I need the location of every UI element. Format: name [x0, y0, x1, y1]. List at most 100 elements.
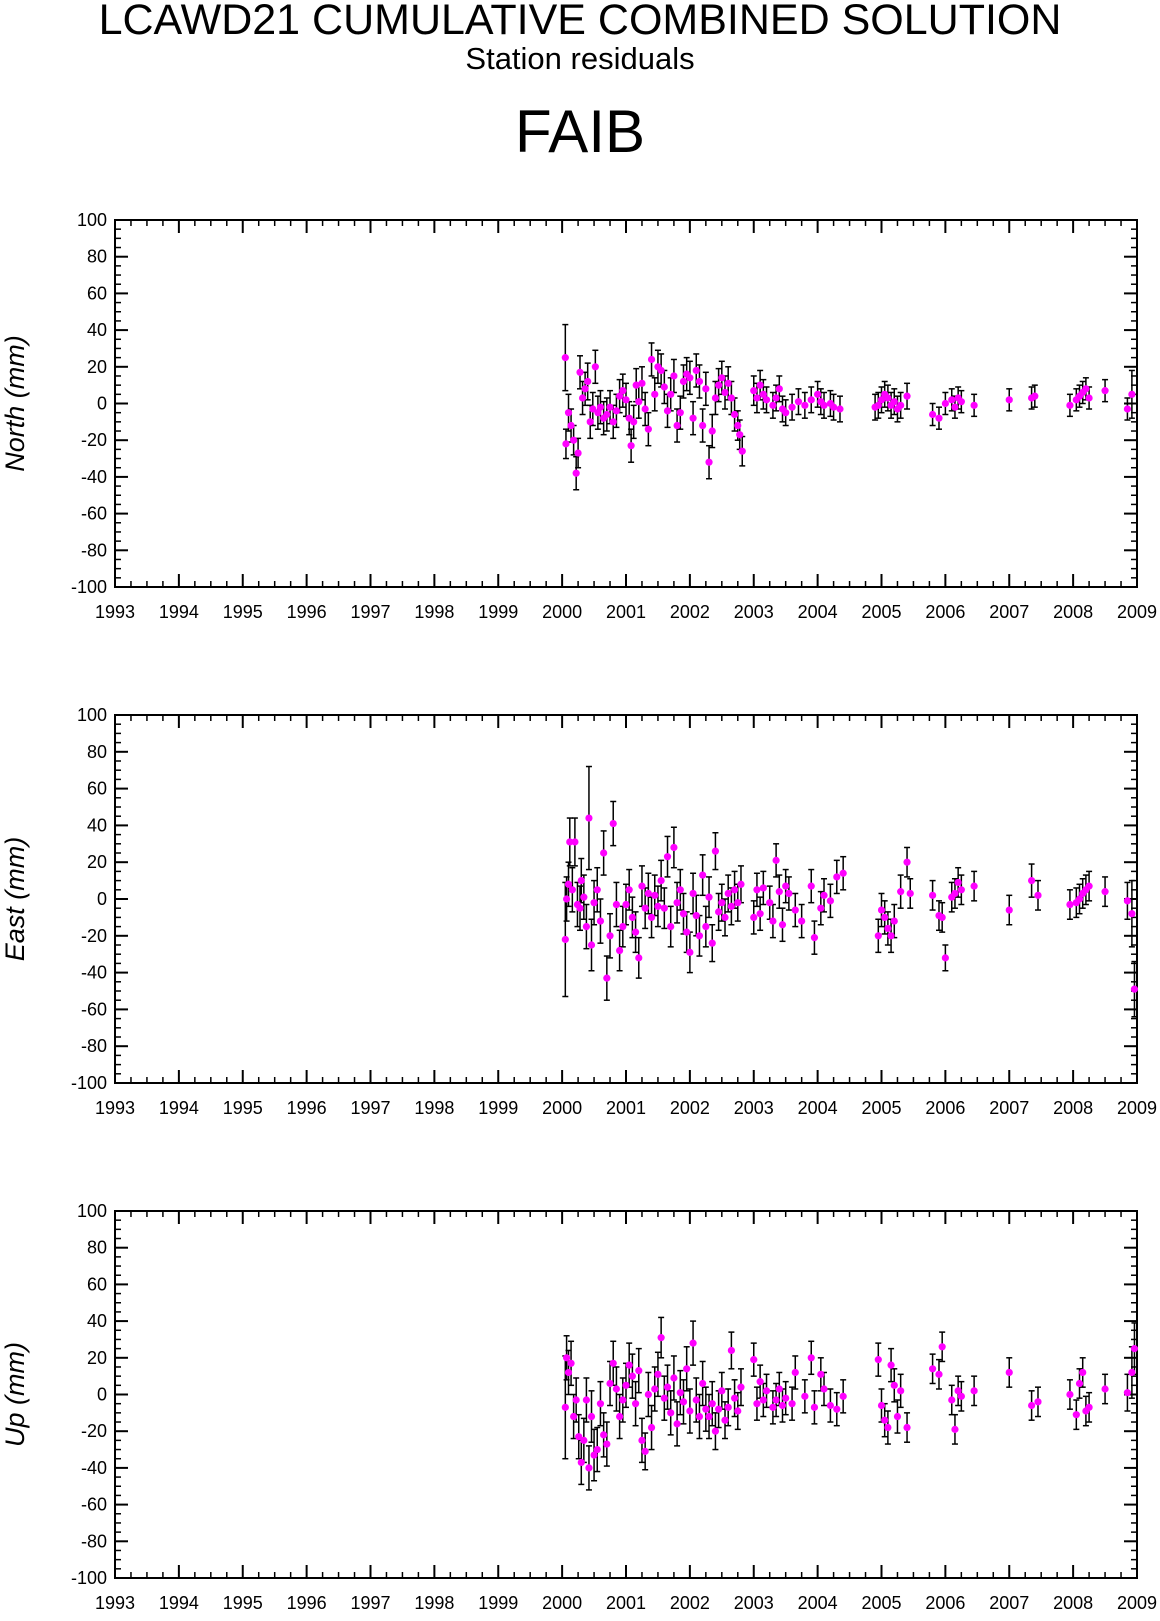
data-point [877, 906, 886, 914]
data-point [874, 401, 882, 409]
y-tick-label: 40 [87, 815, 107, 835]
data-point [766, 899, 774, 907]
x-tick-label: 1998 [414, 1098, 454, 1118]
data-point [762, 396, 771, 404]
data-point [651, 891, 659, 899]
data-point [589, 405, 597, 413]
data-point [695, 1412, 704, 1421]
data-point [903, 858, 911, 866]
data-point [570, 1412, 578, 1421]
data-point [759, 390, 767, 398]
data-point [571, 838, 579, 846]
data-point [708, 939, 716, 947]
data-point [591, 363, 599, 371]
data-point [689, 1339, 697, 1347]
data-point [1028, 877, 1036, 885]
data-point [622, 900, 630, 909]
data-point [562, 440, 570, 448]
data-point [756, 381, 764, 389]
data-point [1066, 401, 1074, 409]
data-point [689, 414, 697, 422]
y-tick-label: 20 [87, 357, 107, 377]
y-tick-label: -40 [81, 1458, 107, 1478]
y-tick-label: 80 [87, 1238, 107, 1258]
data-point [641, 405, 649, 413]
x-tick-label: 2001 [606, 602, 646, 622]
data-point [753, 1400, 761, 1408]
data-point [814, 390, 822, 398]
x-tick-label: 1999 [478, 602, 518, 622]
data-point [561, 935, 569, 944]
data-point [1085, 1403, 1093, 1411]
data-point [676, 886, 684, 894]
data-point [727, 902, 735, 910]
data-point [600, 849, 608, 857]
x-tick-label: 2002 [670, 602, 710, 622]
data-point [762, 1387, 771, 1395]
data-point [702, 1405, 710, 1413]
data-point [810, 934, 819, 942]
data-point [738, 447, 746, 455]
x-tick-label: 2007 [989, 1098, 1029, 1118]
data-point [711, 1427, 720, 1435]
data-point [954, 878, 962, 887]
data-point [631, 1400, 640, 1408]
x-tick-label: 1996 [287, 1593, 327, 1613]
data-point [807, 1354, 815, 1362]
data-point [826, 897, 835, 905]
data-point [647, 913, 656, 922]
data-point [585, 814, 593, 822]
data-point [564, 409, 573, 417]
data-point [609, 819, 617, 828]
data-point [1130, 1345, 1139, 1353]
data-point [667, 923, 675, 931]
data-point [737, 1383, 745, 1391]
y-tick-label: 100 [77, 705, 107, 725]
y-tick-label: 0 [97, 394, 107, 414]
y-tick-label: -100 [71, 577, 107, 597]
data-point [1066, 900, 1074, 909]
data-point [570, 436, 578, 444]
y-tick-label: 20 [87, 852, 107, 872]
x-tick-label: 2008 [1053, 1098, 1093, 1118]
data-point [590, 1451, 598, 1459]
data-point [775, 385, 783, 393]
data-point [877, 1401, 886, 1410]
data-point [572, 469, 580, 477]
x-tick-label: 1998 [414, 1593, 454, 1613]
data-point [593, 886, 601, 894]
data-point [903, 1423, 911, 1432]
y-axis-title: East (mm) [0, 837, 30, 962]
data-point [954, 1387, 962, 1395]
data-point [1101, 387, 1109, 395]
data-point [686, 374, 694, 382]
y-tick-label: 20 [87, 1348, 107, 1368]
y-tick-label: 60 [87, 779, 107, 799]
data-point [670, 1374, 678, 1382]
x-tick-label: 2009 [1117, 1593, 1157, 1613]
data-point [600, 1431, 608, 1439]
data-point [887, 1361, 895, 1369]
data-point [929, 1365, 937, 1373]
data-point [630, 418, 638, 426]
y-tick-label: 80 [87, 742, 107, 762]
y-tick-label: 0 [97, 889, 107, 909]
data-point [1101, 888, 1109, 896]
data-point [1075, 895, 1084, 903]
data-point [576, 904, 584, 912]
data-point [606, 932, 614, 940]
x-tick-label: 2006 [925, 1098, 965, 1118]
data-point [890, 1381, 898, 1389]
data-point [1034, 1398, 1042, 1406]
y-tick-label: 100 [77, 1201, 107, 1221]
data-point [734, 1407, 742, 1415]
data-point [663, 407, 672, 415]
data-point [753, 886, 761, 894]
data-point [673, 421, 681, 430]
data-point [839, 869, 847, 877]
data-point [877, 396, 886, 404]
data-point [957, 886, 965, 894]
data-point [651, 1385, 659, 1393]
station-name: FAIB [514, 98, 646, 165]
y-tick-label: -80 [81, 1531, 107, 1551]
